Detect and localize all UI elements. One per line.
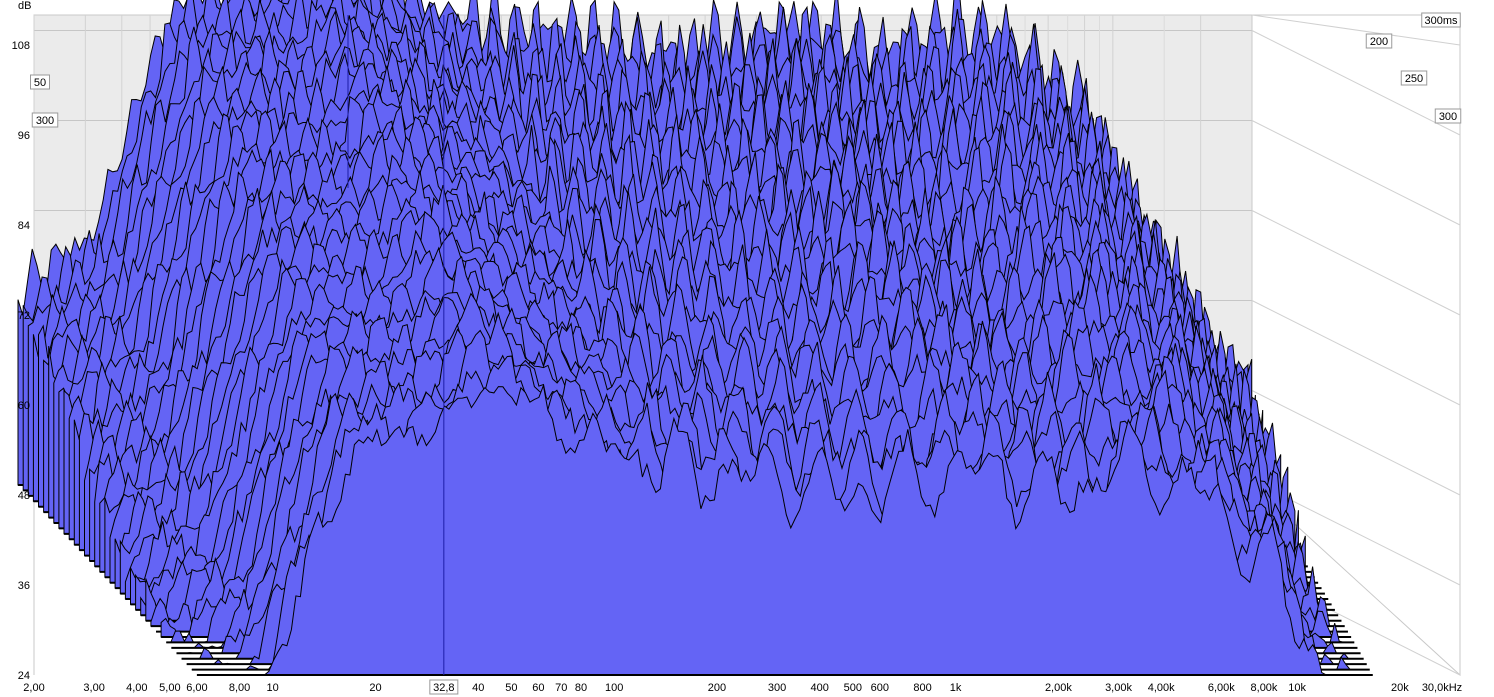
time-tick-text: 300ms — [1424, 15, 1458, 27]
time-tick-text: 250 — [1405, 73, 1423, 85]
x-tick-label: 20k — [1391, 682, 1409, 694]
side-grid-line — [1251, 300, 1461, 406]
y-tick-label: 36 — [18, 580, 30, 592]
left-time-label: 300 — [31, 112, 59, 128]
x-tick-label: 100 — [605, 682, 623, 694]
x-tick-label: 800 — [913, 682, 931, 694]
side-grid-line — [1251, 120, 1461, 226]
time-tick-box — [1421, 12, 1461, 28]
y-tick-label: 24 — [18, 670, 30, 682]
side-grid-line — [1251, 390, 1461, 496]
y-tick-label: 48 — [18, 490, 30, 502]
x-tick-label: 8,00 — [229, 682, 250, 694]
waterfall-slice — [196, 383, 1367, 676]
x-tick-label: 10k — [1288, 682, 1306, 694]
x-tick-label: 50 — [505, 682, 517, 694]
time-tick-text: 300 — [1439, 111, 1457, 123]
x-tick-label: 3,00k — [1105, 682, 1132, 694]
x-tick-label: 60 — [532, 682, 544, 694]
waterfall-slices — [17, 0, 1373, 676]
x-tick-label: 4,00 — [126, 682, 147, 694]
time-tick-box — [1400, 70, 1428, 86]
left-time-box — [31, 112, 59, 128]
x-tick-label: 80 — [575, 682, 587, 694]
x-tick-label: 30,0kHz — [1422, 682, 1462, 694]
cursor-readout: 32,8 — [429, 679, 459, 695]
axis-labels: dB 108 96 84 72 60 48 36 242,00 3,00 4,00 5,00 6,00 8… — [12, 0, 1462, 695]
left-time-text: 50 — [34, 77, 46, 89]
y-axis-label: dB — [18, 0, 31, 12]
time-tick-label: 300ms — [1421, 12, 1461, 28]
time-tick-label: 300 — [1434, 108, 1462, 124]
x-tick-label: 70 — [555, 682, 567, 694]
x-tick-label: 400 — [811, 682, 829, 694]
left-time-text: 300 — [36, 115, 54, 127]
x-tick-label: 6,00k — [1208, 682, 1235, 694]
x-tick-label: 40 — [472, 682, 484, 694]
side-wall — [1251, 14, 1461, 677]
time-tick-box — [1434, 108, 1462, 124]
side-grid-line — [1251, 210, 1461, 316]
x-tick-label: 200 — [708, 682, 726, 694]
x-tick-label: 1k — [950, 682, 962, 694]
y-tick-label: 84 — [18, 220, 30, 232]
cursor-readout-label: 32,8 — [433, 682, 454, 694]
y-tick-label: 72 — [18, 310, 30, 322]
time-tick-label: 200 — [1365, 33, 1393, 49]
x-tick-label: 3,00 — [83, 682, 104, 694]
x-tick-label: 6,00 — [186, 682, 207, 694]
cursor-readout-box — [429, 679, 459, 695]
time-tick-text: 200 — [1370, 36, 1388, 48]
time-tick-label: 250 — [1400, 70, 1428, 86]
x-tick-label: 600 — [871, 682, 889, 694]
x-tick-label: 10 — [267, 682, 279, 694]
y-tick-label: 96 — [18, 130, 30, 142]
x-tick-label: 500 — [844, 682, 862, 694]
x-tick-label: 2,00k — [1045, 682, 1072, 694]
y-tick-label: 60 — [18, 400, 30, 412]
left-time-label: 50 — [30, 74, 50, 90]
x-tick-label: 4,00k — [1148, 682, 1175, 694]
y-tick-label: 108 — [12, 40, 30, 52]
x-tick-label: 2,00 — [23, 682, 44, 694]
left-time-box — [30, 74, 50, 90]
x-tick-label: 20 — [369, 682, 381, 694]
cursor-lines — [347, 15, 445, 675]
x-tick-label: 8,00k — [1251, 682, 1278, 694]
time-tick-box — [1365, 33, 1393, 49]
x-tick-label: 300 — [768, 682, 786, 694]
side-grid-line — [1251, 14, 1461, 46]
side-grid-line — [1251, 30, 1461, 136]
x-tick-label: 5,00 — [159, 682, 180, 694]
